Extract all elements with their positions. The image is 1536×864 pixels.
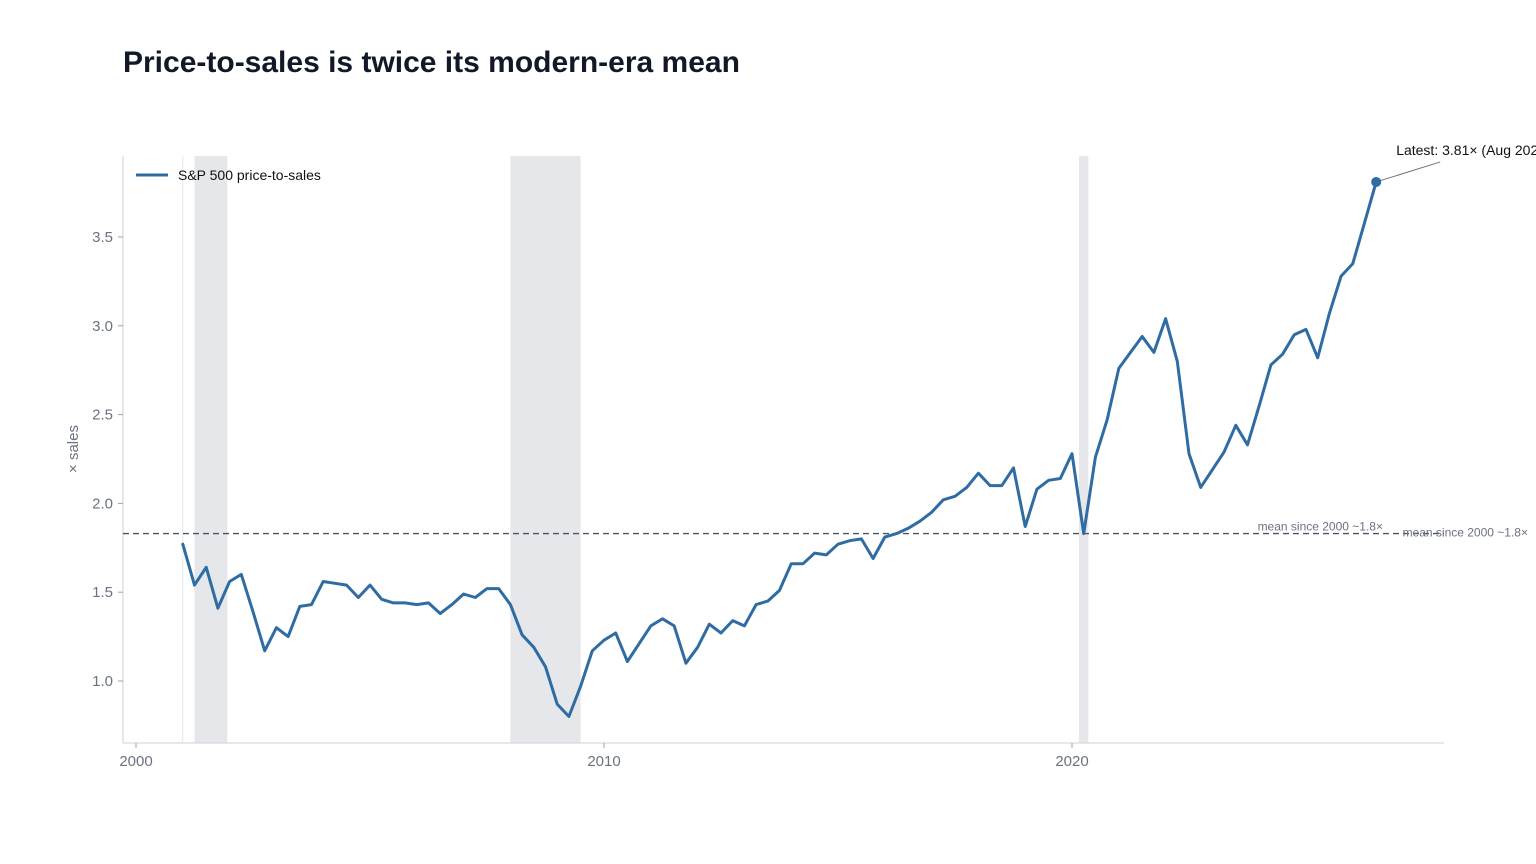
y-tick-label: 1.5 [92,584,113,601]
legend: S&P 500 price-to-sales [136,167,321,183]
recession-band-2 [510,156,581,743]
series-line-price-to-sales [181,180,1378,718]
y-tick-label: 2.0 [92,495,113,512]
recession-band-3 [1079,156,1089,743]
recession-band-1 [194,156,228,743]
latest-annotation: Latest: 3.81× (Aug 2025) [1396,142,1536,158]
x-axis-ticks: 2000 2010 2020 [119,743,1089,770]
mean-reference-label: mean since 2000 ~1.8× [1258,520,1383,534]
y-tick-label: 3.0 [92,318,113,335]
x-tick-label: 2020 [1055,753,1088,770]
x-tick-label: 2010 [587,753,620,770]
legend-label: S&P 500 price-to-sales [178,167,321,183]
y-axis-ticks: 1.0 1.5 2.0 2.5 3.0 3.5 [92,229,123,690]
latest-annotation-leader [1376,161,1441,183]
y-tick-label: 2.5 [92,407,113,424]
chart-title: Price-to-sales is twice its modern-era m… [123,46,740,79]
mean-reference-label-secondary: mean since 2000 ~1.8× [1403,526,1528,540]
latest-point-marker [1371,176,1382,187]
x-tick-label: 2000 [119,753,152,770]
recession-bands [194,156,1089,743]
y-axis-title: × sales [65,425,82,473]
y-tick-label: 1.0 [92,673,113,690]
y-tick-label: 3.5 [92,229,113,246]
